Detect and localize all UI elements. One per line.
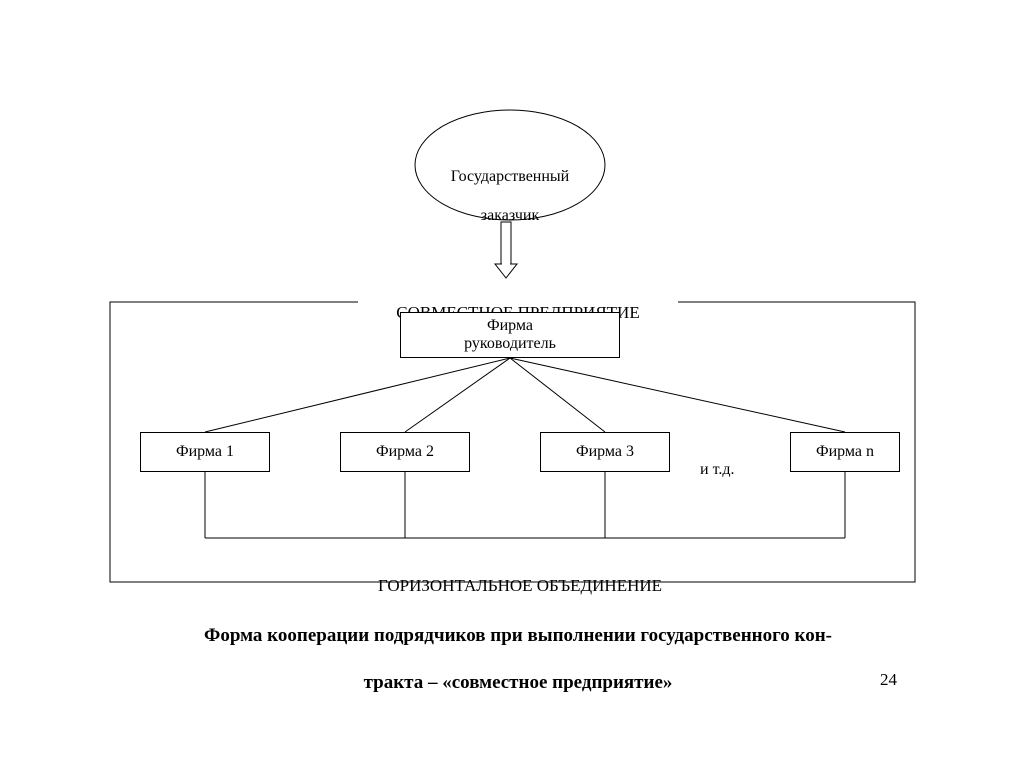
page-number: 24 [880,670,897,690]
firm-n-label: Фирма n [816,443,874,461]
arrow-down [495,222,517,278]
ellipse-label: Государственный заказчик [415,148,605,225]
leader-line1: Фирма [487,317,533,335]
firm-n-box: Фирма n [790,432,900,472]
horiz-union-label: ГОРИЗОНТАЛЬНОЕ ОБЪЕДИНЕНИЕ [340,556,700,596]
firm-3-label: Фирма 3 [576,443,634,461]
ellipse-line1: Государственный [451,168,569,185]
firm-1-label: Фирма 1 [176,443,234,461]
caption-line2: тракта – «совместное предприятие» [364,672,673,693]
leader-line2: руководитель [464,335,556,353]
firm-2-box: Фирма 2 [340,432,470,472]
firm-2-label: Фирма 2 [376,443,434,461]
ellipse-line2: заказчик [481,207,539,224]
firm-1-box: Фирма 1 [140,432,270,472]
leader-box: Фирма руководитель [400,312,620,358]
diagram-canvas: Государственный заказчик СОВМЕСТНОЕ ПРЕД… [0,0,1024,768]
etc-label: и т.д. [700,443,735,479]
bottom-bus [205,472,845,538]
etc-text: и т.д. [700,461,735,478]
page-number-text: 24 [880,670,897,689]
firm-3-box: Фирма 3 [540,432,670,472]
caption-line1: Форма кооперации подрядчиков при выполне… [204,625,832,646]
horiz-union-text: ГОРИЗОНТАЛЬНОЕ ОБЪЕДИНЕНИЕ [378,576,662,595]
caption: Форма кооперации подрядчиков при выполне… [128,600,908,695]
fan-edges [205,358,845,432]
